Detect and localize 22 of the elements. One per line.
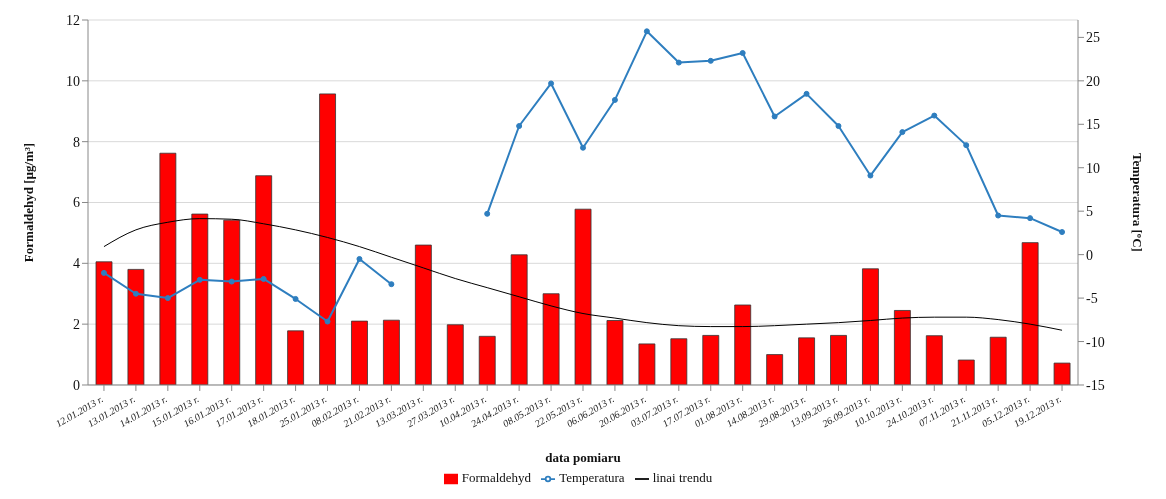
legend-label: Formaldehyd [461,469,532,485]
y2-tick-label: 20 [1086,73,1100,89]
y2-tick-label: 15 [1086,117,1100,133]
legend-label: Temperatura [559,469,625,485]
y-tick-label: 10 [66,73,80,89]
y-tick-label: 2 [73,317,80,333]
y2-tick-label: 10 [1086,160,1100,176]
y2-tick-label: -15 [1086,377,1105,393]
y2-tick-label: 25 [1086,30,1100,46]
y-tick-label: 12 [66,12,80,28]
y2-tick-label: -5 [1086,291,1098,307]
y2-tick-label: -10 [1086,334,1105,350]
y-tick-label: 6 [73,195,80,211]
y-tick-label: 0 [73,377,80,393]
x-axis-title: data pomiaru [545,449,621,465]
y2-tick-label: 0 [1086,247,1093,263]
legend-label: linai trendu [652,469,713,485]
y-axis-title: Formaldehyd [µg/m³] [20,142,36,263]
y-tick-label: 8 [73,134,80,150]
y-tick-label: 4 [73,256,80,272]
y2-tick-label: 5 [1086,204,1093,220]
y2-axis-title: Temperatura [ºC] [1130,153,1146,252]
